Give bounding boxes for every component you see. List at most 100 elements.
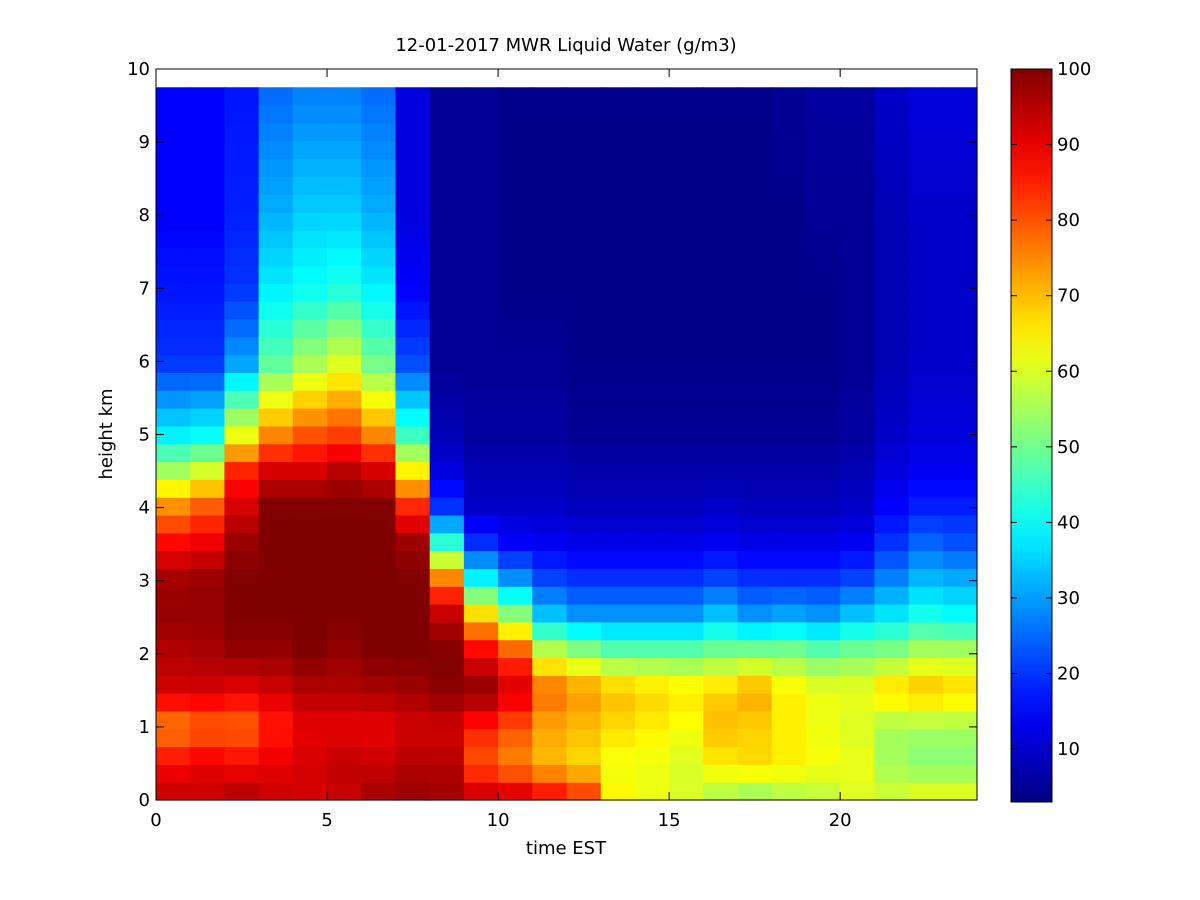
heatmap-cell <box>429 229 465 249</box>
heatmap-cell <box>703 782 739 801</box>
heatmap-cell <box>634 604 670 623</box>
heatmap-cell <box>805 782 841 801</box>
heatmap-cell <box>156 532 191 552</box>
heatmap-cell <box>224 318 260 338</box>
heatmap-cell <box>703 372 739 391</box>
heatmap-cell <box>634 479 670 498</box>
heatmap-cell <box>327 550 362 569</box>
heatmap-cell <box>224 194 260 213</box>
heatmap-cell <box>771 497 807 516</box>
heatmap-cell <box>600 568 636 587</box>
heatmap-cell <box>737 604 773 623</box>
heatmap-cell <box>258 728 294 748</box>
heatmap-cell <box>634 176 670 195</box>
heatmap-cell <box>463 176 499 195</box>
heatmap-cell <box>361 283 397 302</box>
heatmap-cell <box>395 497 431 516</box>
heatmap-cell <box>156 425 191 445</box>
heatmap-cell <box>840 675 875 694</box>
heatmap-cell <box>840 354 875 373</box>
heatmap-cell <box>669 336 704 356</box>
heatmap-cell <box>395 639 431 659</box>
heatmap-cell <box>463 639 499 659</box>
colorbar-gradient <box>1011 69 1052 802</box>
heatmap-cell <box>600 710 636 730</box>
heatmap-cell <box>703 532 739 552</box>
heatmap-cell <box>463 140 499 160</box>
heatmap-cell <box>566 586 602 605</box>
heatmap-cell <box>361 532 397 552</box>
heatmap-cell <box>840 497 875 516</box>
heatmap-cell <box>737 514 773 534</box>
heatmap-cell <box>908 586 944 605</box>
x-tick-label: 5 <box>321 810 332 831</box>
heatmap-cell <box>327 497 362 516</box>
heatmap-cell <box>361 728 397 748</box>
heatmap-cell <box>634 532 670 552</box>
heatmap-cell <box>361 497 397 516</box>
heatmap-cell <box>292 158 328 177</box>
heatmap-cell <box>156 782 191 801</box>
heatmap-cell <box>840 425 875 445</box>
heatmap-cell <box>669 318 704 338</box>
heatmap-cell <box>840 514 875 534</box>
heatmap-cell <box>395 586 431 605</box>
heatmap-cell <box>703 301 739 320</box>
heatmap-cell <box>327 265 362 284</box>
heatmap-cell <box>669 604 704 623</box>
heatmap-cell <box>395 710 431 730</box>
heatmap-cell <box>327 229 362 249</box>
heatmap-cell <box>361 710 397 730</box>
heatmap-cell <box>532 514 568 534</box>
y-tick-label: 9 <box>139 132 150 153</box>
heatmap-cell <box>771 675 807 694</box>
heatmap-cell <box>429 728 465 748</box>
heatmap-cell <box>908 336 944 356</box>
heatmap-cell <box>600 479 636 498</box>
heatmap-cell <box>669 621 704 641</box>
heatmap-cell <box>840 693 875 712</box>
heatmap-cell <box>429 675 465 694</box>
heatmap-cell <box>361 604 397 623</box>
heatmap-cell <box>361 247 397 267</box>
heatmap-cell <box>771 461 807 480</box>
heatmap-cell <box>669 212 704 231</box>
heatmap-cell <box>908 479 944 498</box>
heatmap-cell <box>361 764 397 783</box>
heatmap-cell <box>634 318 670 338</box>
y-axis-label: height km <box>96 388 117 479</box>
heatmap-cell <box>190 746 226 765</box>
heatmap-cell <box>361 782 397 801</box>
heatmap-cell <box>429 336 465 356</box>
heatmap-cell <box>532 212 568 231</box>
heatmap-cell <box>771 140 807 160</box>
heatmap-cell <box>669 301 704 320</box>
heatmap-cell <box>840 443 875 463</box>
heatmap-cell <box>908 87 944 106</box>
heatmap-cell <box>395 425 431 445</box>
heatmap-cell <box>361 122 397 142</box>
heatmap-cell <box>395 158 431 177</box>
heatmap-cell <box>737 461 773 480</box>
heatmap-cell <box>634 283 670 302</box>
heatmap-cell <box>463 728 499 748</box>
heatmap-cell <box>498 425 533 445</box>
heatmap-cell <box>942 461 978 480</box>
heatmap-cell <box>395 443 431 463</box>
heatmap-cell <box>566 283 602 302</box>
heatmap-cell <box>840 532 875 552</box>
heatmap-cell <box>498 710 533 730</box>
chart-title: 12-01-2017 MWR Liquid Water (g/m3) <box>395 35 736 56</box>
heatmap-cell <box>190 105 226 124</box>
heatmap-cell <box>600 336 636 356</box>
heatmap-cell <box>498 746 533 765</box>
heatmap-cell <box>669 532 704 552</box>
heatmap-cell <box>805 621 841 641</box>
heatmap-cell <box>395 693 431 712</box>
heatmap-cell <box>258 514 294 534</box>
heatmap-cell <box>942 764 978 783</box>
heatmap-cell <box>258 604 294 623</box>
heatmap-cell <box>429 586 465 605</box>
heatmap-cell <box>224 764 260 783</box>
heatmap-cell <box>805 354 841 373</box>
